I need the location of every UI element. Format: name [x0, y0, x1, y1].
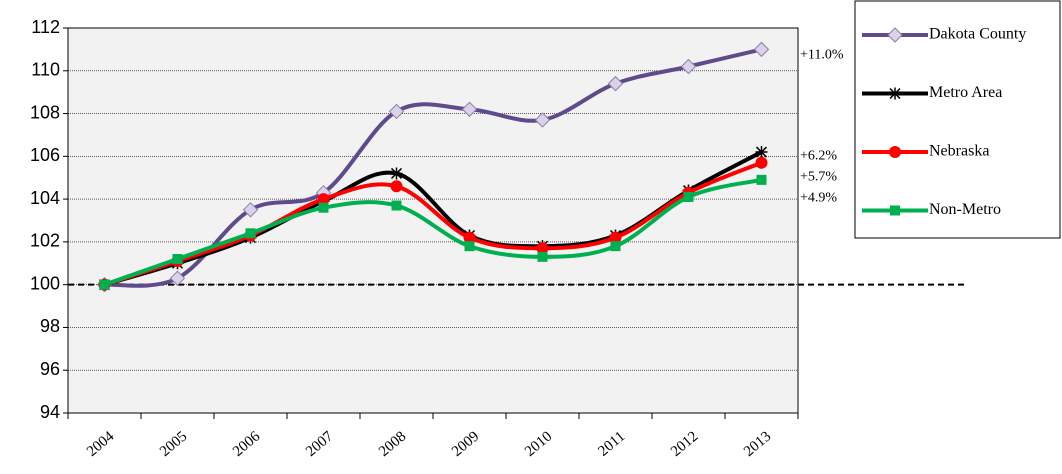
legend-marker	[887, 27, 903, 43]
series-line	[103, 160, 763, 287]
series-marker	[534, 112, 551, 128]
series-marker	[536, 242, 549, 255]
series-marker	[755, 156, 768, 169]
y-tick-label: 104	[30, 188, 60, 208]
series-marker	[388, 103, 405, 120]
x-tick-label: 2004	[84, 428, 118, 460]
y-tick-label: 108	[30, 102, 60, 122]
legend-marker	[889, 146, 901, 158]
x-tick-label: 2010	[522, 428, 555, 460]
plot-area	[67, 27, 799, 414]
series-marker	[610, 241, 621, 252]
series-marker	[756, 174, 767, 185]
x-tick-label: 2006	[230, 428, 264, 460]
series-marker	[607, 75, 624, 92]
y-tick-label: 112	[31, 17, 60, 37]
series-marker	[318, 202, 329, 213]
series-marker	[463, 231, 476, 244]
series-marker	[753, 41, 770, 58]
series-marker	[537, 251, 548, 262]
series-marker	[390, 167, 403, 180]
x-tick-label: 2008	[376, 428, 409, 460]
end-label: +5.7%	[800, 169, 837, 184]
y-tick-label: 98	[40, 316, 60, 336]
series-marker	[169, 270, 186, 286]
series-marker	[172, 254, 183, 264]
series-marker	[464, 241, 475, 252]
series-marker	[680, 58, 697, 75]
series-marker	[683, 191, 694, 202]
end-label: +6.2%	[800, 148, 837, 163]
x-tick-label: 2012	[668, 428, 701, 460]
y-tick-label: 102	[30, 231, 60, 251]
legend-box	[854, 0, 1061, 239]
y-tick-label: 96	[40, 359, 60, 379]
x-tick-label: 2007	[303, 428, 337, 460]
y-tick-label: 94	[40, 402, 60, 422]
series-marker	[242, 202, 259, 218]
y-tick-label: 100	[30, 273, 60, 293]
legend-marker	[890, 205, 900, 216]
y-tick-label: 110	[31, 60, 60, 80]
series-marker	[317, 193, 330, 206]
x-tick-label: 2013	[741, 428, 774, 460]
series-marker	[461, 101, 478, 117]
x-tick-label: 2009	[449, 428, 482, 460]
series-marker	[755, 146, 768, 159]
series-marker	[391, 200, 402, 211]
legend-label: Nebraska	[929, 143, 989, 160]
y-tick-label: 106	[30, 145, 60, 165]
series-marker	[390, 180, 403, 193]
end-label: +4.9%	[800, 190, 837, 205]
series-line	[103, 177, 762, 287]
series-marker	[609, 231, 622, 244]
series-marker	[99, 279, 110, 290]
end-label: +11.0%	[800, 48, 844, 63]
legend-label: Dakota County	[929, 26, 1026, 43]
legend-label: Metro Area	[929, 84, 1002, 101]
series-marker	[245, 228, 256, 239]
x-tick-label: 2005	[157, 428, 190, 460]
legend-label: Non-Metro	[929, 201, 1001, 218]
legend-marker	[889, 87, 901, 100]
x-tick-label: 2011	[595, 428, 628, 459]
